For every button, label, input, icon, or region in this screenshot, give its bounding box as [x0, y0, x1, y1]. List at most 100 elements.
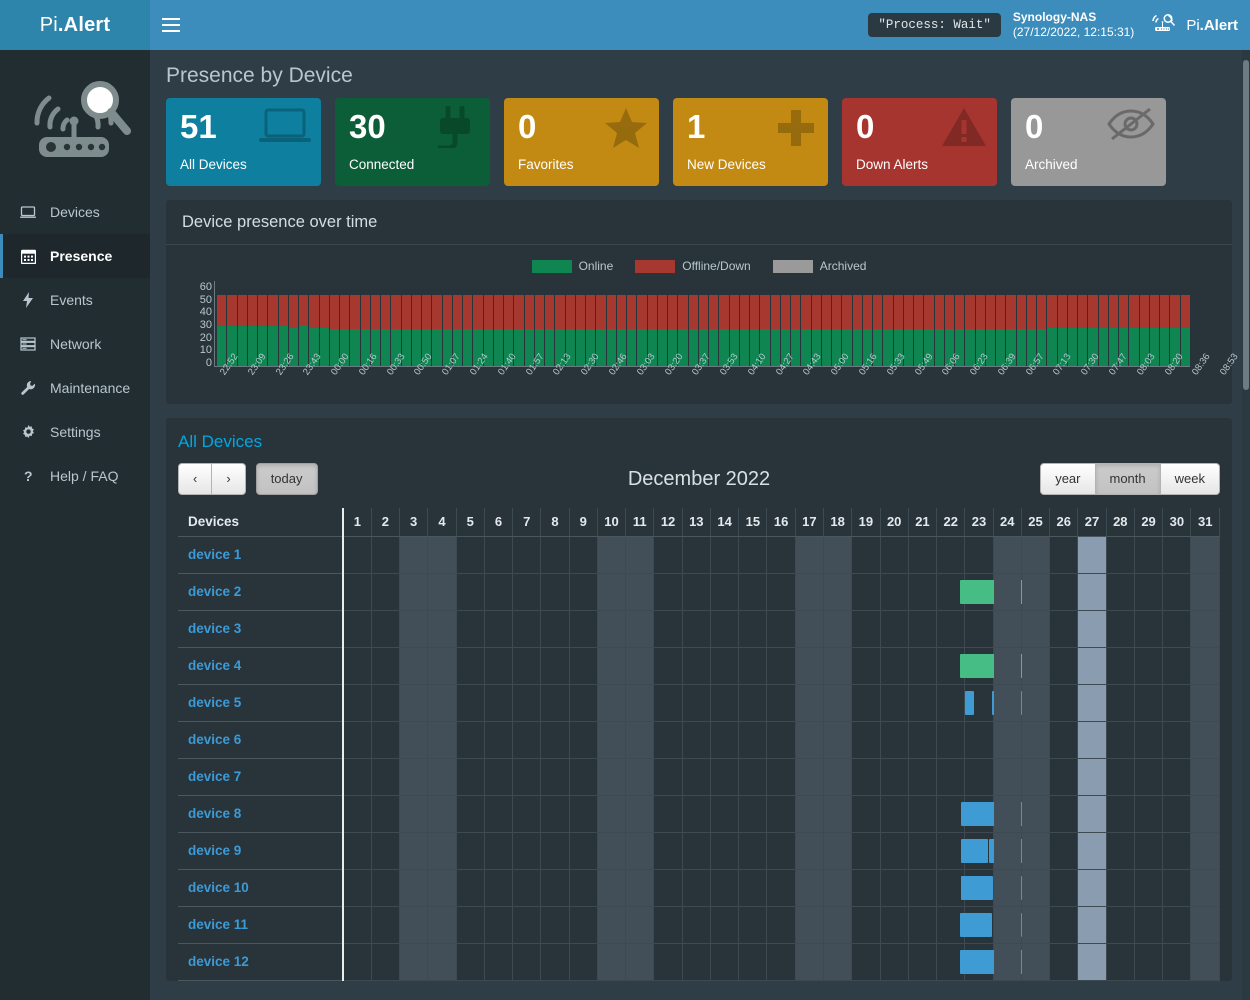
- calendar-day-cell[interactable]: [427, 832, 457, 870]
- calendar-day-cell[interactable]: [1049, 721, 1079, 759]
- calendar-day-cell[interactable]: [1049, 684, 1079, 722]
- calendar-day-cell[interactable]: [1134, 610, 1164, 648]
- calendar-day-cell[interactable]: [371, 610, 401, 648]
- calendar-day-cell[interactable]: [880, 869, 909, 907]
- calendar-day-cell[interactable]: [936, 832, 966, 870]
- calendar-day-cell[interactable]: [993, 536, 1022, 574]
- calendar-day-cell[interactable]: [908, 869, 938, 907]
- view-year-button[interactable]: year: [1040, 463, 1096, 495]
- calendar-day-cell[interactable]: [880, 573, 909, 611]
- calendar-day-cell[interactable]: [710, 684, 740, 722]
- today-button[interactable]: today: [255, 463, 318, 495]
- calendar-day-cell[interactable]: [1077, 573, 1107, 611]
- calendar-day-cell[interactable]: [569, 721, 598, 759]
- calendar-day-cell[interactable]: [569, 758, 598, 796]
- calendar-day-cell[interactable]: [1162, 943, 1192, 981]
- calendar-day-cell[interactable]: [456, 832, 485, 870]
- calendar-day-cell[interactable]: [993, 610, 1022, 648]
- calendar-day-cell[interactable]: [1049, 758, 1079, 796]
- calendar-day-cell[interactable]: [851, 573, 881, 611]
- calendar-day-cell[interactable]: [738, 647, 768, 685]
- calendar-day-cell[interactable]: [908, 647, 938, 685]
- calendar-day-cell[interactable]: [597, 610, 627, 648]
- stat-box-favorites[interactable]: 0 Favorites: [504, 98, 659, 186]
- calendar-day-cell[interactable]: [456, 536, 485, 574]
- calendar-day-cell[interactable]: [964, 906, 994, 944]
- calendar-day-cell[interactable]: [653, 610, 683, 648]
- calendar-day-cell[interactable]: [1049, 943, 1079, 981]
- calendar-day-cell[interactable]: [540, 647, 570, 685]
- device-name-cell[interactable]: device 5: [178, 684, 344, 722]
- calendar-day-cell[interactable]: [964, 795, 994, 833]
- calendar-day-cell[interactable]: [512, 684, 542, 722]
- calendar-day-cell[interactable]: [653, 795, 683, 833]
- calendar-day-cell[interactable]: [569, 647, 598, 685]
- calendar-day-cell[interactable]: [908, 758, 938, 796]
- sidebar-item-presence[interactable]: Presence: [0, 234, 150, 278]
- calendar-day-cell[interactable]: [343, 573, 1040, 611]
- calendar-day-cell[interactable]: [625, 832, 655, 870]
- calendar-day-cell[interactable]: [427, 536, 457, 574]
- calendar-day-cell[interactable]: [597, 536, 627, 574]
- calendar-day-cell[interactable]: [1190, 721, 1220, 759]
- calendar-day-cell[interactable]: [993, 573, 1022, 611]
- calendar-day-cell[interactable]: [823, 943, 853, 981]
- calendar-day-cell[interactable]: [851, 906, 881, 944]
- calendar-day-cell[interactable]: [597, 832, 627, 870]
- calendar-day-cell[interactable]: [1162, 795, 1192, 833]
- calendar-day-cell[interactable]: [738, 536, 768, 574]
- calendar-day-cell[interactable]: [682, 943, 711, 981]
- calendar-day-cell[interactable]: [964, 943, 994, 981]
- calendar-day-cell[interactable]: [427, 684, 457, 722]
- calendar-day-cell[interactable]: [484, 684, 514, 722]
- calendar-day-cell[interactable]: [880, 832, 909, 870]
- calendar-day-cell[interactable]: [427, 869, 457, 907]
- calendar-day-cell[interactable]: [1021, 943, 1051, 981]
- calendar-day-cell[interactable]: [1134, 647, 1164, 685]
- calendar-day-cell[interactable]: [1190, 795, 1220, 833]
- calendar-day-cell[interactable]: [795, 647, 825, 685]
- calendar-day-cell[interactable]: [682, 536, 711, 574]
- calendar-day-cell[interactable]: [512, 943, 542, 981]
- calendar-day-cell[interactable]: [1049, 647, 1079, 685]
- calendar-day-cell[interactable]: [1190, 610, 1220, 648]
- calendar-day-cell[interactable]: [1021, 869, 1051, 907]
- calendar-day-cell[interactable]: [597, 684, 627, 722]
- calendar-day-cell[interactable]: [795, 684, 825, 722]
- calendar-day-cell[interactable]: [597, 943, 627, 981]
- calendar-day-cell[interactable]: [569, 943, 598, 981]
- calendar-day-cell[interactable]: [371, 684, 401, 722]
- calendar-day-cell[interactable]: [540, 721, 570, 759]
- sidebar-item-help-faq[interactable]: ? Help / FAQ: [0, 454, 150, 498]
- device-name-cell[interactable]: device 7: [178, 758, 344, 796]
- calendar-day-cell[interactable]: [936, 721, 966, 759]
- calendar-day-cell[interactable]: [1049, 610, 1079, 648]
- calendar-day-cell[interactable]: [682, 721, 711, 759]
- calendar-day-cell[interactable]: [964, 684, 994, 722]
- calendar-day-cell[interactable]: [766, 832, 796, 870]
- calendar-day-cell[interactable]: [653, 573, 683, 611]
- calendar-day-cell[interactable]: [540, 795, 570, 833]
- calendar-day-cell[interactable]: [1134, 832, 1164, 870]
- calendar-day-cell[interactable]: [710, 610, 740, 648]
- calendar-day-cell[interactable]: [1106, 758, 1135, 796]
- calendar-day-cell[interactable]: [682, 758, 711, 796]
- calendar-day-cell[interactable]: [936, 943, 966, 981]
- calendar-day-cell[interactable]: [569, 795, 598, 833]
- calendar-day-cell[interactable]: [625, 647, 655, 685]
- calendar-day-cell[interactable]: [484, 573, 514, 611]
- calendar-day-cell[interactable]: [1021, 758, 1051, 796]
- calendar-day-cell[interactable]: [880, 610, 909, 648]
- device-name-cell[interactable]: device 4: [178, 647, 344, 685]
- calendar-day-cell[interactable]: [766, 795, 796, 833]
- calendar-day-cell[interactable]: [540, 869, 570, 907]
- calendar-day-cell[interactable]: [512, 795, 542, 833]
- calendar-day-cell[interactable]: [795, 610, 825, 648]
- calendar-day-cell[interactable]: [653, 758, 683, 796]
- calendar-day-cell[interactable]: [908, 721, 938, 759]
- calendar-day-cell[interactable]: [371, 758, 401, 796]
- stat-box-archived[interactable]: 0 Archived: [1011, 98, 1166, 186]
- calendar-day-cell[interactable]: [1190, 573, 1220, 611]
- calendar-day-cell[interactable]: [1077, 795, 1107, 833]
- calendar-day-cell[interactable]: [1077, 647, 1107, 685]
